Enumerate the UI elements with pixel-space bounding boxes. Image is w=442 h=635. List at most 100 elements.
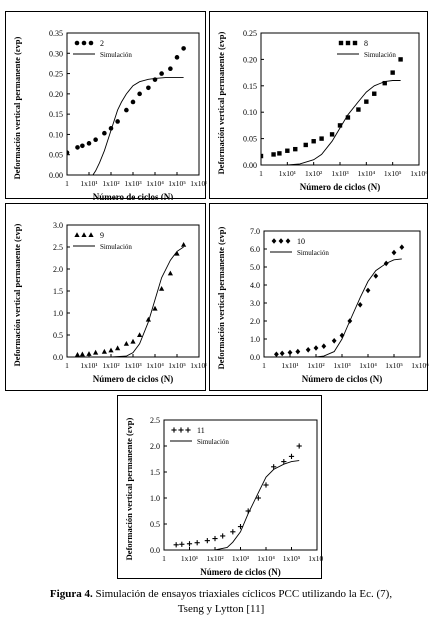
data-point-legend-1 [81,232,87,237]
legend: 8 Simulación [337,39,396,59]
x-tick-label: 1x10² [307,361,325,370]
data-point-15 [174,55,180,60]
chart-svg-2: 1 1x10¹ 1x10² 1x10³ 1x10⁴ 1x10⁵ 1x10⁶ 0.00 0.05 0… [216,29,428,192]
y-tick-label: 0.25 [243,29,257,38]
data-point-5 [303,142,308,148]
legend: 9 Simulación [73,231,132,251]
data-point-3 [194,540,200,546]
x-tick-label: 1x10⁴ [358,169,376,178]
data-point-9 [337,123,343,128]
data-point-legend-2 [352,40,358,46]
data-point-4 [293,146,298,152]
data-point-13 [383,260,389,267]
data-point-legend-2 [88,40,94,46]
x-tick-label: 1x10² [206,554,224,563]
y-tick-label: 1.0 [250,335,260,344]
y-tick-label: 1.5 [150,468,160,477]
x-tick-label: 1x10¹ [181,554,198,563]
data-point-2 [186,541,193,547]
x-tick-label: 1 [162,554,166,563]
y-tick-label: 2.0 [250,317,260,326]
data-point-6 [321,343,327,349]
x-tick-label: 1x10⁵ [168,179,186,188]
data-point-6 [108,126,114,131]
y-tick-label: 0.25 [49,70,63,79]
y-tick-label: 0.05 [49,151,63,160]
data-point-15 [390,70,395,75]
data-point-7 [230,529,236,535]
data-point-8 [339,332,345,339]
x-axis-title: Número de ciclos (N) [200,567,281,577]
x-tick-label: 1x10⁶ [190,361,207,370]
data-point-3 [285,148,290,153]
simulation-line [164,460,300,550]
x-tick-label: 1x10⁵ [385,361,403,370]
data-point-10 [345,115,351,120]
data-point-11 [356,107,361,112]
plot-frame [163,419,318,551]
data-point-legend-2 [285,238,291,244]
x-tick-label: 1x10¹ [281,361,298,370]
data-point-15 [399,244,405,250]
data-point-0 [274,351,279,357]
simulation-line [92,77,184,175]
chart-panel-1: 1 1x10¹ 1x10² 1x10³ 1x10⁴ 1x10⁵ 1x10⁶ 0.00 0.05 0… [5,11,207,200]
y-tick-label: 4.0 [250,281,260,290]
legend: 11 Simulación [170,426,229,446]
y-axis-title: Deformación vertical permanente (εvp) [216,227,226,370]
simulation-line [261,80,401,165]
y-tick-label: 2.0 [150,442,160,451]
x-axis-title: Número de ciclos (N) [93,192,174,200]
y-tick-label: 0.15 [243,82,257,91]
data-point-10 [137,91,142,97]
chart-svg-1: 1 1x10¹ 1x10² 1x10³ 1x10⁴ 1x10⁵ 1x10⁶ 0.00 0.05 0… [12,29,207,200]
data-point-8 [237,524,244,530]
x-tick-label: 1x10³ [124,179,142,188]
legend-label-points: 11 [197,426,205,435]
y-axis-title: Deformación vertical permanente (εvp) [12,37,22,180]
y-tick-label: 3.0 [250,299,260,308]
data-point-12 [271,464,277,470]
data-point-5 [212,535,218,542]
data-point-9 [245,508,251,514]
data-point-legend-1 [81,40,87,46]
data-point-9 [130,99,136,105]
x-tick-label: 1x10¹ [80,361,97,370]
data-point-15 [296,443,302,449]
data-point-11 [365,287,371,294]
figure-caption: Figura 4. Simulación de ensayos triaxial… [10,587,432,617]
y-tick-label: 1.0 [53,309,63,318]
data-point-1 [79,351,85,357]
data-point-3 [295,348,301,355]
data-point-legend-1 [278,238,284,244]
chart-svg-4: 1 1x10¹ 1x10² 1x10³ 1x10⁴ 1x10⁵ 1x10⁶ 0.0 1.0 2.0… [216,227,429,384]
data-point-1 [75,145,80,150]
y-tick-label: 2.5 [150,416,160,425]
data-point-0 [173,542,179,548]
data-point-14 [382,80,387,86]
data-point-14 [391,249,397,256]
x-tick-label: 1x10¹ [279,169,296,178]
data-point-11 [263,482,269,488]
data-point-14 [174,250,180,256]
x-tick-label: 1x10⁴ [359,361,377,370]
caption-text-2: Tseng y Lytton [11] [177,603,265,615]
x-tick-label: 1x10⁴ [146,361,164,370]
y-axis-title: Deformación vertical permanente (εvp) [12,224,22,367]
data-point-7 [331,338,337,344]
y-tick-label: 5.0 [250,263,260,272]
y-tick-label: 3.0 [53,221,63,230]
x-tick-label: 1x10¹ [80,179,97,188]
legend-label-line: Simulación [297,249,329,257]
x-tick-label: 1x10³ [331,169,349,178]
data-point-0 [261,153,264,159]
x-tick-label: 1x10² [102,179,120,188]
x-axis-title: Número de ciclos (N) [302,374,383,384]
simulation-line [67,246,184,357]
y-tick-label: 0.5 [53,331,63,340]
chart-panel-3: 1 1x10¹ 1x10² 1x10³ 1x10⁴ 1x10⁵ 1x10⁶ 0.0 0.5 1.0… [5,203,207,391]
data-point-7 [319,136,324,141]
data-point-12 [373,273,379,279]
data-point-5 [102,130,107,136]
chart-svg-5: 1 1x10¹ 1x10² 1x10³ 1x10⁴ 1x10⁵ 1x10⁶ 0.0 0.5 1.0… [124,416,323,577]
